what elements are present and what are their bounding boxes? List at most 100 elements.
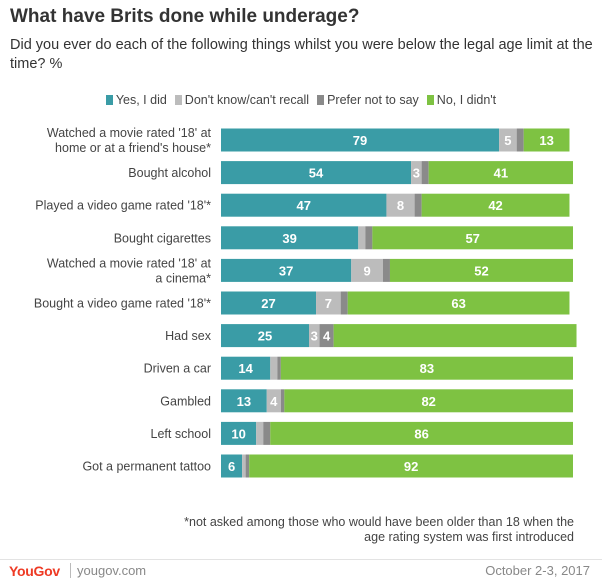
chart-subtitle: Did you ever do each of the following th… xyxy=(10,37,593,72)
bar-segment-prefer-not-to-say-row-0 xyxy=(516,128,524,152)
bar-segment-no-i-didn-t-row-10 xyxy=(249,454,573,478)
bar-segment-don-t-know-can-t-recall-row-7 xyxy=(270,356,278,380)
bar-segment-yes-i-did-row-6 xyxy=(221,324,309,348)
bar-segment-prefer-not-to-say-row-5 xyxy=(340,291,348,315)
stacked-bar-chart: Watched a movie rated '18' at home or at … xyxy=(34,126,577,478)
category-label-played-a-video-game-rated-18: Played a video game rated '18'* xyxy=(35,199,211,213)
legend-swatch-yes xyxy=(105,95,113,105)
value-label-no-i-didn-t-row-5: 63 xyxy=(451,296,465,311)
bar-segment-prefer-not-to-say-row-7 xyxy=(277,356,281,380)
category-label-left-school: Left school xyxy=(151,427,211,441)
bar-segment-yes-i-did-row-9 xyxy=(221,421,257,445)
value-label-don-t-know-can-t-recall-row-4: 9 xyxy=(363,263,370,278)
legend-swatch-no xyxy=(426,95,434,105)
value-label-yes-i-did-row-7: 14 xyxy=(238,361,253,376)
bar-segment-prefer-not-to-say-row-2 xyxy=(414,193,422,217)
category-label-watched-a-movie-rated-18-at: Watched a movie rated '18' at a cinema* xyxy=(47,256,212,285)
category-label-watched-a-movie-rated-18-at: Watched a movie rated '18' at home or at … xyxy=(47,126,212,155)
bar-segment-prefer-not-to-say-row-1 xyxy=(421,161,429,185)
value-label-no-i-didn-t-row-8: 82 xyxy=(421,394,435,409)
value-label-no-i-didn-t-row-7: 83 xyxy=(420,361,434,376)
value-label-yes-i-did-row-0: 79 xyxy=(353,133,367,148)
value-label-don-t-know-can-t-recall-row-8: 4 xyxy=(270,394,278,409)
value-label-yes-i-did-row-10: 6 xyxy=(228,459,235,474)
category-label-bought-alcohol: Bought alcohol xyxy=(128,166,211,180)
legend-item-dont-know: Don't know/can't recall xyxy=(174,93,310,107)
bar-segment-no-i-didn-t-row-7 xyxy=(280,356,573,380)
bar-segment-don-t-know-can-t-recall-row-1 xyxy=(411,161,422,185)
legend-label-no: No, I didn't xyxy=(436,93,497,107)
bar-segment-no-i-didn-t-row-2 xyxy=(421,193,570,217)
value-label-no-i-didn-t-row-10: 92 xyxy=(404,459,418,474)
value-label-yes-i-did-row-2: 47 xyxy=(296,198,310,213)
value-label-no-i-didn-t-row-9: 86 xyxy=(414,426,428,441)
legend-label-prefer-not: Prefer not to say xyxy=(327,93,419,107)
value-label-no-i-didn-t-row-0: 13 xyxy=(539,133,553,148)
value-label-no-i-didn-t-row-1: 41 xyxy=(494,166,508,181)
bar-segment-yes-i-did-row-7 xyxy=(221,356,271,380)
legend-label-dont-know: Don't know/can't recall xyxy=(184,93,310,107)
legend-item-no: No, I didn't xyxy=(426,93,497,107)
bar-segment-yes-i-did-row-3 xyxy=(221,226,359,250)
bar-segment-no-i-didn-t-row-5 xyxy=(347,291,570,315)
category-label-driven-a-car: Driven a car xyxy=(144,362,211,376)
bar-segment-yes-i-did-row-1 xyxy=(221,161,412,185)
category-label-had-sex: Had sex xyxy=(165,329,212,343)
legend-item-yes: Yes, I did xyxy=(105,93,167,107)
value-label-yes-i-did-row-5: 27 xyxy=(261,296,275,311)
value-label-yes-i-did-row-6: 25 xyxy=(258,329,272,344)
footer-divider xyxy=(0,559,602,560)
value-label-prefer-not-to-say-row-6: 4 xyxy=(323,329,331,344)
value-label-no-i-didn-t-row-2: 42 xyxy=(488,198,502,213)
bar-segment-no-i-didn-t-row-6 xyxy=(333,324,577,348)
bar-segment-don-t-know-can-t-recall-row-4 xyxy=(351,258,383,282)
legend-swatch-dont-know xyxy=(174,95,182,105)
bar-segment-yes-i-did-row-2 xyxy=(221,193,387,217)
bar-segment-yes-i-did-row-8 xyxy=(221,389,267,413)
bar-segment-prefer-not-to-say-row-6 xyxy=(319,324,334,348)
value-label-no-i-didn-t-row-4: 52 xyxy=(474,263,488,278)
bar-segment-yes-i-did-row-4 xyxy=(221,258,352,282)
value-label-don-t-know-can-t-recall-row-2: 8 xyxy=(397,198,404,213)
fieldwork-date: October 2-3, 2017 xyxy=(485,563,590,578)
bar-segment-don-t-know-can-t-recall-row-5 xyxy=(316,291,341,315)
bar-segment-don-t-know-can-t-recall-row-0 xyxy=(499,128,517,152)
bar-segment-prefer-not-to-say-row-3 xyxy=(365,226,373,250)
category-label-bought-a-video-game-rated-18: Bought a video game rated '18'* xyxy=(34,297,211,311)
value-label-don-t-know-can-t-recall-row-5: 7 xyxy=(325,296,332,311)
bar-segment-no-i-didn-t-row-9 xyxy=(270,421,573,445)
value-label-yes-i-did-row-4: 37 xyxy=(279,263,293,278)
value-label-don-t-know-can-t-recall-row-1: 3 xyxy=(413,166,420,181)
value-label-don-t-know-can-t-recall-row-6: 3 xyxy=(311,329,318,344)
value-label-yes-i-did-row-3: 39 xyxy=(282,231,296,246)
value-label-yes-i-did-row-8: 13 xyxy=(237,394,251,409)
category-label-gambled: Gambled xyxy=(160,394,211,408)
bar-segment-prefer-not-to-say-row-4 xyxy=(382,258,390,282)
bar-segment-don-t-know-can-t-recall-row-2 xyxy=(386,193,415,217)
bar-segment-don-t-know-can-t-recall-row-10 xyxy=(242,454,246,478)
legend-swatch-prefer-not xyxy=(317,95,325,105)
legend-item-prefer-not: Prefer not to say xyxy=(317,93,419,107)
bar-segment-don-t-know-can-t-recall-row-8 xyxy=(266,389,281,413)
chart-title: What have Brits done while underage? xyxy=(10,6,360,27)
bar-segment-prefer-not-to-say-row-10 xyxy=(245,454,250,478)
bar-segment-yes-i-did-row-0 xyxy=(221,128,500,152)
bar-segment-prefer-not-to-say-row-9 xyxy=(263,421,271,445)
footnote: *not asked among those who would have be… xyxy=(184,515,574,544)
bar-segment-no-i-didn-t-row-3 xyxy=(372,226,573,250)
bar-segment-yes-i-did-row-10 xyxy=(221,454,243,478)
category-label-got-a-permanent-tattoo: Got a permanent tattoo xyxy=(82,460,211,474)
bar-segment-no-i-didn-t-row-1 xyxy=(428,161,573,185)
bar-segment-yes-i-did-row-5 xyxy=(221,291,317,315)
bar-segment-don-t-know-can-t-recall-row-6 xyxy=(309,324,320,348)
bar-segment-don-t-know-can-t-recall-row-3 xyxy=(358,226,366,250)
site-url: yougov.com xyxy=(70,563,146,578)
legend-label-yes: Yes, I did xyxy=(115,93,167,107)
yougov-logo: YouGov xyxy=(9,563,60,579)
bar-segment-prefer-not-to-say-row-8 xyxy=(280,389,285,413)
value-label-yes-i-did-row-9: 10 xyxy=(231,426,245,441)
legend: Yes, I did Don't know/can't recall Prefe… xyxy=(0,93,602,107)
value-label-yes-i-did-row-1: 54 xyxy=(309,166,324,181)
category-label-bought-cigarettes: Bought cigarettes xyxy=(114,231,211,245)
bar-segment-no-i-didn-t-row-0 xyxy=(523,128,570,152)
